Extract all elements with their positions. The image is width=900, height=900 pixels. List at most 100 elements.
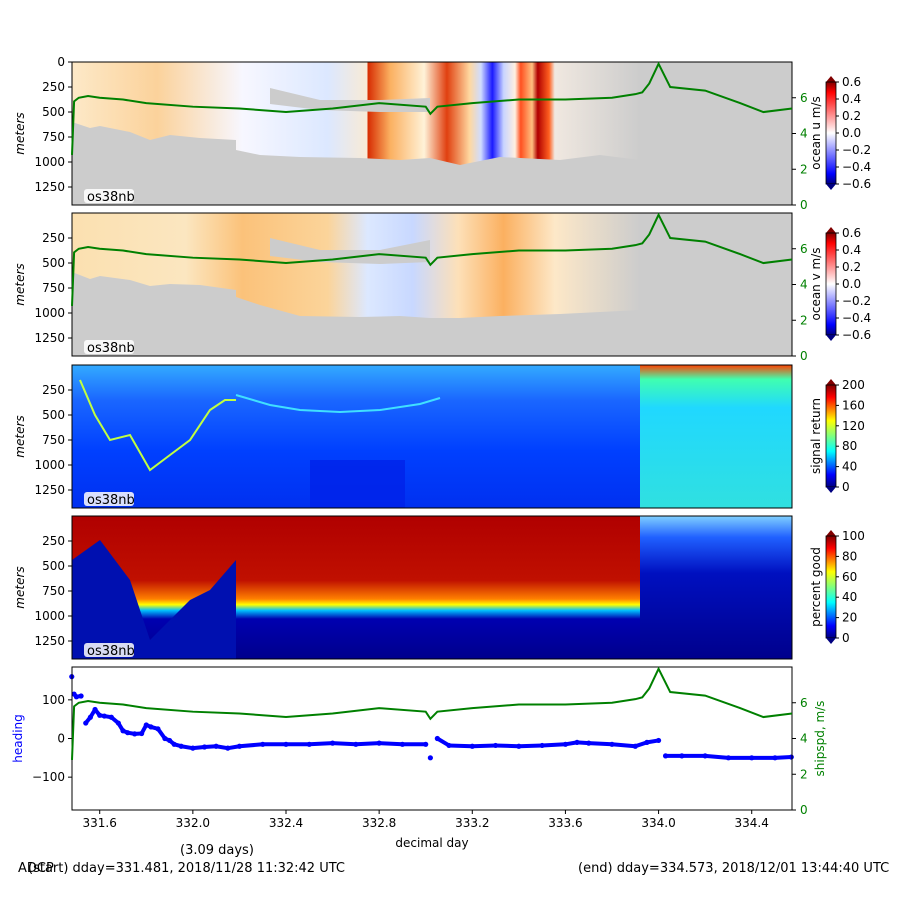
colorbar-tick-label: 160 bbox=[842, 398, 865, 412]
heading-point bbox=[423, 741, 429, 747]
panel-amp-field-east bbox=[640, 365, 792, 508]
x-tick-label: 333.2 bbox=[455, 816, 489, 830]
panel-amp-scattering-layer bbox=[235, 394, 441, 414]
depth-tick-label: 1250 bbox=[34, 634, 65, 648]
heading-segment bbox=[495, 743, 519, 749]
depth-tick-label: 750 bbox=[42, 130, 65, 144]
colorbar-tick-label: 0.0 bbox=[842, 126, 861, 140]
shipspd-axis-label: shipspd, m/s bbox=[813, 701, 827, 777]
colorbar-amp bbox=[825, 384, 837, 488]
colorbar-extend-bottom bbox=[826, 638, 836, 644]
heading-segment bbox=[774, 755, 792, 760]
heading-point bbox=[78, 693, 84, 699]
colorbar-tick-label: 80 bbox=[842, 549, 857, 563]
depth-tick-label: 250 bbox=[42, 231, 65, 245]
panel-heading-background bbox=[72, 667, 792, 810]
depth-tick-label: 500 bbox=[42, 408, 65, 422]
colorbar-tick-label: 80 bbox=[842, 439, 857, 453]
depth-tick-label: 750 bbox=[42, 281, 65, 295]
shipspd-tick-label: 2 bbox=[800, 313, 808, 327]
instrument-label: os38nb bbox=[87, 644, 135, 659]
panel-amp-deep-band bbox=[310, 460, 405, 508]
x-tick-label: 334.4 bbox=[735, 816, 769, 830]
depth-tick-label: 1000 bbox=[34, 306, 65, 320]
depth-tick-label: 1250 bbox=[34, 331, 65, 345]
heading-tick-label: 100 bbox=[42, 693, 65, 707]
colorbar-label: ocean u m/s bbox=[809, 96, 823, 170]
heading-segment bbox=[309, 741, 333, 747]
shipspd-tick-label: 6 bbox=[800, 242, 808, 256]
shipspd-tick-label: 0 bbox=[800, 803, 808, 817]
colorbar-tick-label: −0.4 bbox=[842, 311, 871, 325]
panel-amp-frame bbox=[71, 364, 793, 509]
depth-tick-label: 1000 bbox=[34, 609, 65, 623]
instrument-label-bg bbox=[84, 492, 134, 506]
depth-tick-label: 750 bbox=[42, 433, 65, 447]
colorbar-tick-label: 0.0 bbox=[842, 277, 861, 291]
colorbar-tick-label: 40 bbox=[842, 590, 857, 604]
colorbar-tick-label: 0.4 bbox=[842, 92, 861, 106]
colorbar-v bbox=[825, 232, 837, 336]
depth-tick-label: 500 bbox=[42, 559, 65, 573]
colorbar-tick-label: −0.6 bbox=[842, 328, 871, 342]
colorbar-tick-label: −0.4 bbox=[842, 160, 871, 174]
x-tick-label: 332.8 bbox=[362, 816, 396, 830]
heading-segment bbox=[379, 741, 403, 747]
colorbar-tick-label: 0.6 bbox=[842, 75, 861, 89]
colorbar-tick-label: 0.2 bbox=[842, 109, 861, 123]
colorbar-extend-top bbox=[826, 379, 836, 385]
panel-u-gray-band bbox=[270, 88, 430, 112]
heading-segment bbox=[239, 742, 263, 749]
heading-segment bbox=[355, 741, 380, 747]
x-tick-label: 334.0 bbox=[641, 816, 675, 830]
shipspd-tick-label: 6 bbox=[800, 696, 808, 710]
depth-tick-label: 250 bbox=[42, 534, 65, 548]
colorbar-tick-label: 20 bbox=[842, 611, 857, 625]
shipspd-line bbox=[71, 61, 793, 155]
heading-segment bbox=[542, 742, 566, 748]
instrument-label-bg bbox=[84, 340, 134, 354]
heading-tick-label: 0 bbox=[57, 732, 65, 746]
heading-segment bbox=[472, 743, 496, 749]
instrument-label-bg bbox=[84, 189, 134, 203]
shipspd-tick-label: 2 bbox=[800, 767, 808, 781]
colorbar-tick-label: 60 bbox=[842, 570, 857, 584]
colorbar-extend-top bbox=[826, 530, 836, 536]
panel-amp-west-track bbox=[79, 379, 236, 472]
colorbar-tick-label: −0.6 bbox=[842, 177, 871, 191]
depth-tick-label: 750 bbox=[42, 584, 65, 598]
colorbar-tick-label: 0 bbox=[842, 480, 850, 494]
depth-tick-label: 0 bbox=[57, 55, 65, 69]
colorbar-extend-top bbox=[826, 76, 836, 82]
shipspd-tick-label: 4 bbox=[800, 127, 808, 141]
panel-u-data-field bbox=[72, 62, 640, 165]
shipspd-tick-label: 4 bbox=[800, 732, 808, 746]
colorbar-label: ocean v m/s bbox=[809, 248, 823, 321]
colorbar-tick-label: 0.2 bbox=[842, 260, 861, 274]
colorbar-tick-label: 0 bbox=[842, 631, 850, 645]
colorbar-tick-label: −0.2 bbox=[842, 143, 871, 157]
heading-point bbox=[788, 754, 794, 760]
heading-segment bbox=[332, 741, 356, 747]
heading-segment bbox=[588, 741, 613, 747]
heading-point bbox=[655, 737, 662, 744]
heading-point bbox=[427, 755, 433, 761]
panel-percent-good bbox=[71, 515, 793, 660]
colorbar-tick-label: 120 bbox=[842, 419, 865, 433]
heading-segment bbox=[448, 743, 473, 749]
depth-axis-label: meters bbox=[13, 112, 27, 154]
instrument-label: os38nb bbox=[87, 190, 135, 205]
heading-tick-label: −100 bbox=[32, 770, 65, 784]
depth-axis-label: meters bbox=[13, 415, 27, 457]
heading-segment bbox=[704, 753, 729, 760]
colorbar-pg bbox=[825, 535, 837, 639]
footer-left-label: ADCP bbox=[18, 861, 54, 876]
panel-heading bbox=[69, 666, 794, 811]
heading-segment bbox=[518, 743, 543, 749]
footer-start-label: (start) dday=331.481, 2018/11/28 11:32:4… bbox=[28, 861, 345, 876]
panel-pg-frame bbox=[71, 515, 793, 660]
colorbar-extend-bottom bbox=[826, 487, 836, 493]
panel-v-data-field bbox=[72, 213, 640, 318]
panel-v-gray-band bbox=[270, 238, 430, 264]
